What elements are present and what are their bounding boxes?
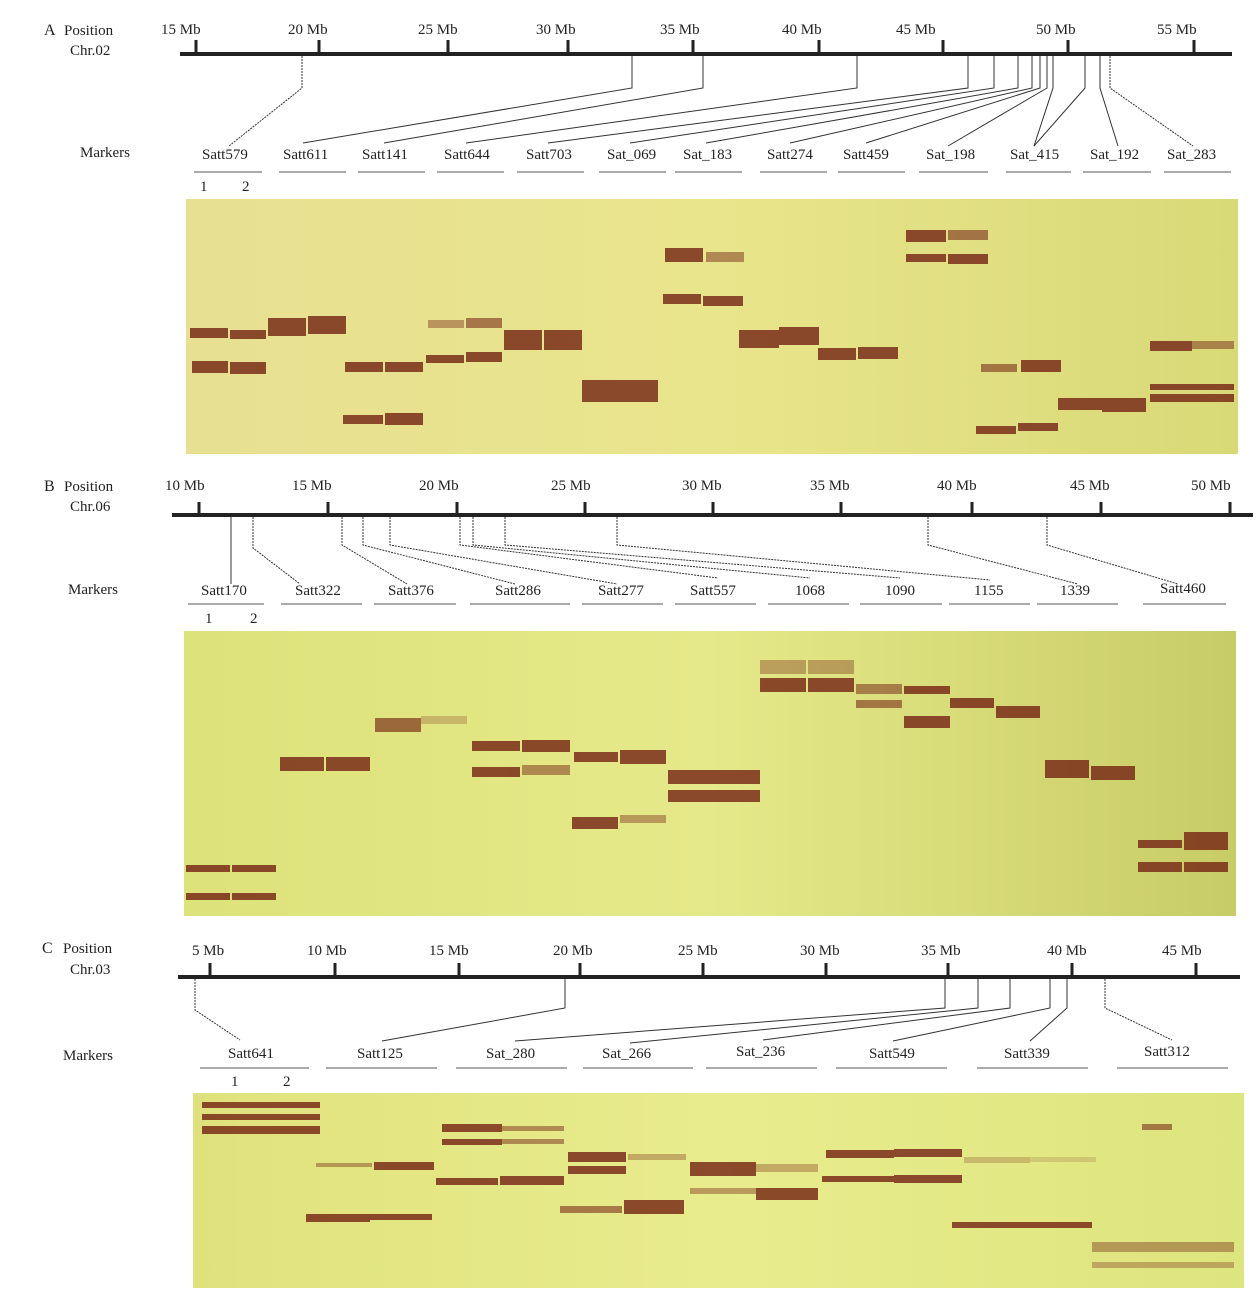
mb-label: 10 Mb: [165, 478, 205, 494]
mb-label: 35 Mb: [660, 22, 700, 38]
mb-label: 20 Mb: [553, 943, 593, 959]
mb-label: 55 Mb: [1157, 22, 1197, 38]
mb-label: 45 Mb: [1070, 478, 1110, 494]
lane-label-2: 2: [242, 179, 250, 195]
lane-label-1: 1: [205, 611, 213, 627]
marker-label: Satt579: [202, 147, 248, 163]
mb-label: 40 Mb: [937, 478, 977, 494]
marker-label: Sat_283: [1167, 147, 1217, 163]
marker-label: Sat_198: [926, 147, 976, 163]
marker-connectors: [230, 517, 1179, 585]
mb-label: 45 Mb: [1162, 943, 1202, 959]
panel-b: B Position Chr.06 Markers 1 2 10 Mb 15 M…: [44, 478, 1231, 627]
mb-label: 30 Mb: [682, 478, 722, 494]
marker-label: Satt141: [362, 147, 408, 163]
mb-label: 15 Mb: [429, 943, 469, 959]
marker-label: Sat_266: [602, 1046, 652, 1062]
markers-label: Markers: [68, 582, 118, 598]
markers-label: Markers: [80, 145, 130, 161]
marker-label: 1068: [795, 583, 825, 599]
mb-label: 50 Mb: [1036, 22, 1076, 38]
marker-label: Sat_236: [736, 1044, 786, 1060]
mb-label: 35 Mb: [921, 943, 961, 959]
panel-letter: C: [42, 940, 53, 957]
mb-label: 40 Mb: [1047, 943, 1087, 959]
marker-label: Satt611: [283, 147, 329, 163]
panel-letter: B: [44, 478, 55, 495]
panel-a: A Position Chr.02 Markers 1 2 15 Mb 20 M…: [0, 0, 1260, 460]
marker-label: Satt274: [767, 147, 813, 163]
mb-label: 35 Mb: [810, 478, 850, 494]
mb-label: 25 Mb: [551, 478, 591, 494]
mb-label: 25 Mb: [418, 22, 458, 38]
lane-label-1: 1: [200, 179, 208, 195]
mb-label: 50 Mb: [1191, 478, 1231, 494]
gel-image: [184, 631, 1236, 916]
chromosome-label: Chr.06: [70, 499, 111, 515]
position-label: Position: [64, 479, 114, 495]
chromosome-axis: [178, 963, 1240, 979]
marker-label: Sat_280: [486, 1046, 536, 1062]
marker-connectors: [194, 979, 1173, 1044]
marker-label: Satt125: [357, 1046, 403, 1062]
marker-label: Satt286: [495, 583, 541, 599]
marker-label: Satt557: [690, 583, 736, 599]
marker-label: 1339: [1060, 583, 1090, 599]
gel-image: [193, 1093, 1244, 1288]
marker-label: Sat_415: [1010, 147, 1060, 163]
position-label: Position: [63, 941, 113, 957]
mb-label: 40 Mb: [782, 22, 822, 38]
marker-label: Satt312: [1144, 1044, 1190, 1060]
marker-label: 1155: [974, 583, 1004, 599]
mb-label: 45 Mb: [896, 22, 936, 38]
mb-label: 30 Mb: [800, 943, 840, 959]
marker-label: Sat_192: [1090, 147, 1140, 163]
panel-letter: A: [44, 22, 56, 39]
marker-label: Satt459: [843, 147, 889, 163]
chromosome-label: Chr.02: [70, 43, 111, 59]
gel-image: [186, 199, 1238, 454]
marker-connectors: [228, 56, 1194, 147]
marker-label: 1090: [885, 583, 915, 599]
mb-label: 10 Mb: [307, 943, 347, 959]
chromosome-axis: [172, 502, 1253, 517]
marker-label: Satt641: [228, 1046, 274, 1062]
lane-label-2: 2: [283, 1074, 291, 1090]
marker-label: Satt339: [1004, 1046, 1050, 1062]
marker-label: Satt277: [598, 583, 644, 599]
mb-label: 25 Mb: [678, 943, 718, 959]
mb-label: 20 Mb: [288, 22, 328, 38]
mb-label: 30 Mb: [536, 22, 576, 38]
mb-label: 5 Mb: [192, 943, 225, 959]
mb-label: 20 Mb: [419, 478, 459, 494]
marker-label: Satt703: [526, 147, 572, 163]
marker-label: Satt322: [295, 583, 341, 599]
lane-label-1: 1: [231, 1074, 239, 1090]
mb-label: 15 Mb: [292, 478, 332, 494]
lane-label-2: 2: [250, 611, 258, 627]
marker-label: Satt549: [869, 1046, 915, 1062]
mb-label: 15 Mb: [161, 22, 201, 38]
marker-label: Satt376: [388, 583, 434, 599]
marker-label: Sat_183: [683, 147, 733, 163]
position-label: Position: [64, 23, 114, 39]
chromosome-axis: [180, 40, 1232, 56]
marker-label: Satt460: [1160, 581, 1206, 597]
marker-label: Satt170: [201, 583, 247, 599]
markers-label: Markers: [63, 1048, 113, 1064]
marker-label: Sat_069: [607, 147, 657, 163]
marker-label: Satt644: [444, 147, 490, 163]
chromosome-label: Chr.03: [70, 962, 111, 978]
